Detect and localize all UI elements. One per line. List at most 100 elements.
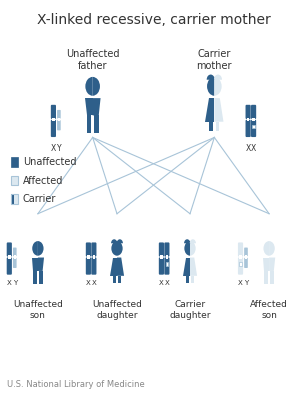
Wedge shape (190, 239, 196, 243)
FancyBboxPatch shape (57, 110, 61, 118)
Polygon shape (38, 257, 44, 271)
Text: X: X (251, 144, 256, 153)
Text: Y: Y (56, 144, 61, 153)
FancyBboxPatch shape (51, 105, 56, 119)
Bar (14, 255, 16, 259)
Bar (8, 255, 11, 259)
Text: Carrier
mother: Carrier mother (196, 49, 232, 70)
Text: X: X (246, 144, 251, 153)
Text: X: X (51, 144, 56, 153)
Bar (270, 271, 274, 284)
Wedge shape (93, 77, 100, 96)
Text: Unaffected: Unaffected (23, 157, 76, 167)
Text: U.S. National Library of Medicine: U.S. National Library of Medicine (7, 380, 145, 389)
Bar (10, 157, 18, 167)
FancyBboxPatch shape (13, 248, 17, 256)
FancyBboxPatch shape (164, 242, 169, 257)
Polygon shape (263, 257, 269, 271)
Text: X: X (238, 280, 243, 286)
Wedge shape (117, 239, 123, 243)
FancyBboxPatch shape (251, 120, 256, 137)
FancyBboxPatch shape (238, 257, 243, 275)
Wedge shape (111, 241, 117, 256)
Wedge shape (184, 239, 190, 243)
Bar (239, 255, 242, 259)
FancyBboxPatch shape (13, 258, 17, 268)
Bar (239, 263, 242, 266)
Bar (165, 255, 168, 259)
Text: Affected
son: Affected son (250, 300, 288, 320)
Bar (252, 125, 255, 128)
Bar (245, 255, 247, 259)
FancyBboxPatch shape (159, 242, 164, 257)
FancyBboxPatch shape (244, 248, 248, 256)
FancyBboxPatch shape (57, 120, 61, 130)
FancyBboxPatch shape (251, 105, 256, 119)
FancyBboxPatch shape (244, 258, 248, 268)
FancyBboxPatch shape (51, 120, 56, 137)
Text: Unaffected
daughter: Unaffected daughter (92, 300, 142, 320)
Bar (247, 118, 250, 121)
Text: X: X (165, 280, 169, 286)
Wedge shape (32, 241, 38, 256)
Bar (165, 263, 168, 266)
Wedge shape (184, 241, 190, 256)
Text: Unaffected
father: Unaffected father (66, 49, 119, 70)
Bar (33, 271, 37, 284)
Bar (10, 175, 18, 185)
FancyBboxPatch shape (91, 257, 96, 275)
Bar (252, 118, 255, 121)
Polygon shape (110, 257, 117, 276)
Wedge shape (207, 77, 214, 96)
Bar (209, 122, 213, 131)
Polygon shape (214, 98, 223, 122)
Text: Carrier: Carrier (23, 194, 56, 204)
FancyBboxPatch shape (238, 242, 243, 257)
Text: X: X (92, 280, 97, 286)
FancyBboxPatch shape (164, 257, 169, 275)
FancyBboxPatch shape (91, 242, 96, 257)
Bar (118, 276, 121, 283)
FancyBboxPatch shape (246, 105, 251, 119)
Bar (191, 276, 194, 283)
Wedge shape (117, 241, 123, 256)
Bar (87, 255, 90, 259)
Polygon shape (269, 257, 275, 271)
Polygon shape (190, 257, 197, 276)
Bar (94, 115, 99, 133)
Bar (87, 115, 91, 133)
Bar (113, 276, 116, 283)
Wedge shape (85, 77, 93, 96)
Polygon shape (117, 257, 124, 276)
Wedge shape (207, 74, 215, 80)
Bar (58, 118, 60, 121)
Wedge shape (190, 241, 196, 256)
Wedge shape (263, 241, 269, 256)
FancyBboxPatch shape (7, 257, 12, 275)
Bar (160, 255, 163, 259)
Bar (10, 194, 18, 204)
Polygon shape (32, 257, 38, 271)
Polygon shape (85, 98, 93, 115)
Wedge shape (214, 77, 222, 96)
FancyBboxPatch shape (159, 257, 164, 275)
FancyBboxPatch shape (246, 120, 251, 137)
Polygon shape (93, 98, 101, 115)
Text: Y: Y (13, 280, 17, 286)
FancyBboxPatch shape (86, 257, 91, 275)
Wedge shape (269, 241, 275, 256)
Bar (14, 194, 18, 204)
Wedge shape (111, 239, 117, 243)
Text: Unaffected
son: Unaffected son (13, 300, 63, 320)
Text: X: X (7, 280, 11, 286)
FancyBboxPatch shape (86, 242, 91, 257)
Wedge shape (38, 241, 44, 256)
Bar (264, 271, 268, 284)
Text: Carrier
daughter: Carrier daughter (169, 300, 211, 320)
Wedge shape (214, 74, 222, 80)
Text: Affected: Affected (23, 175, 63, 185)
Bar (216, 122, 219, 131)
Bar (92, 255, 95, 259)
Text: Y: Y (244, 280, 248, 286)
Bar (10, 194, 14, 204)
